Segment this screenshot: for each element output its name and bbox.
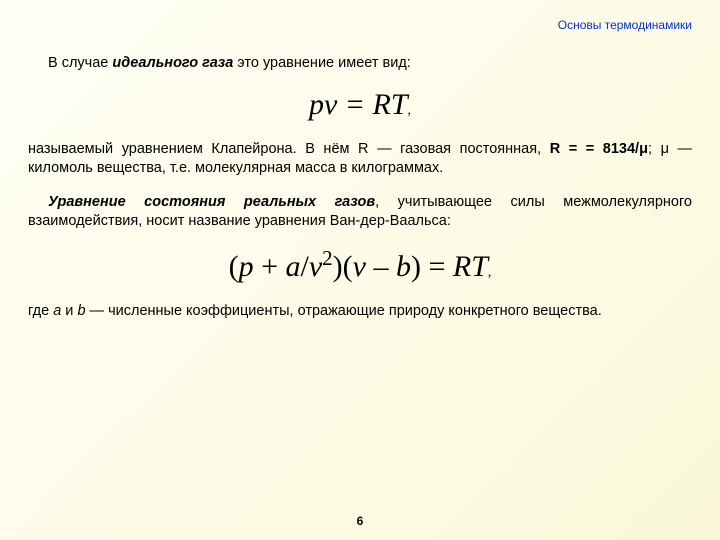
eq1-formula: pv = RT — [309, 88, 408, 121]
text-prefix: В случае — [48, 55, 112, 71]
text-real-gas-em: Уравнение состояния реальных газов — [48, 194, 375, 210]
equation-clapeyron: pv = RT, — [28, 88, 692, 122]
eq2-formula: (p + a/v2)(v – b) = RT — [229, 250, 488, 283]
slide-header: Основы термодинамики — [28, 18, 692, 32]
page-number: 6 — [0, 514, 720, 528]
text-coef-c: и — [61, 303, 77, 319]
text-r-value: R = = 8134/μ — [550, 141, 648, 157]
eq1-comma: , — [408, 103, 412, 118]
para-ideal-gas-intro: В случае идеального газа это уравнение и… — [28, 54, 692, 74]
eq2-comma: , — [488, 265, 492, 280]
text-coef-e: — численные коэффициенты, отражающие при… — [86, 303, 602, 319]
text-clapeyron-a: называемый уравнением Клапейрона. В нём … — [28, 141, 550, 157]
text-coef-a: где — [28, 303, 53, 319]
equation-van-der-waals: (p + a/v2)(v – b) = RT, — [28, 246, 692, 284]
para-coefficients: где a и b — численные коэффициенты, отра… — [28, 302, 692, 322]
text-coef-d: b — [77, 303, 85, 319]
text-ideal-gas: идеального газа — [112, 55, 233, 71]
text-suffix: это уравнение имеет вид: — [233, 55, 411, 71]
para-real-gas-intro: Уравнение состояния реальных газов, учит… — [28, 193, 692, 232]
para-clapeyron-desc: называемый уравнением Клапейрона. В нём … — [28, 140, 692, 179]
